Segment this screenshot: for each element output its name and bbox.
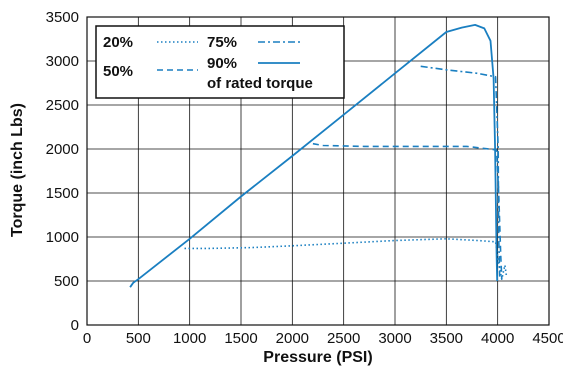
x-tick-label: 2500 [327,330,360,347]
x-tick-label: 3000 [378,330,411,347]
x-tick-label: 0 [83,330,91,347]
y-tick-label: 2500 [46,97,79,114]
y-tick-label: 3500 [46,9,79,26]
legend: 20% 50% 75% 90% of rated torque [95,25,345,99]
series-line-20pct [184,238,508,281]
x-tick-label: 1000 [173,330,206,347]
x-tick-label: 3500 [430,330,463,347]
y-tick-label: 0 [71,317,79,334]
y-tick-label: 1000 [46,229,79,246]
x-tick-label: 2000 [276,330,309,347]
series-line-75pct [420,65,501,277]
legend-label-90: 90% [207,55,237,72]
legend-label-75: 75% [207,34,237,51]
series-line-90pct [129,23,499,288]
y-tick-label: 500 [54,273,79,290]
x-tick-label: 4500 [532,330,563,347]
y-tick-label: 3000 [46,53,79,70]
legend-suffix: of rated torque [207,75,313,92]
y-tick-label: 2000 [46,141,79,158]
plot-frame [86,16,550,326]
y-tick-label: 1500 [46,185,79,202]
x-tick-label: 500 [126,330,151,347]
legend-box [95,25,345,99]
legend-label-20: 20% [103,34,133,51]
y-axis-title: Torque (inch Lbs) [9,103,26,237]
series-line-50pct [312,142,503,280]
x-tick-label: 1500 [224,330,257,347]
tick-labels: 0 500 1000 1500 2000 2500 3000 3500 4000 4500 0 500… [46,9,563,347]
legend-label-50: 50% [103,63,133,80]
x-tick-label: 4000 [481,330,514,347]
series-lines [129,23,508,288]
x-axis-title: Pressure (PSI) [263,349,372,366]
